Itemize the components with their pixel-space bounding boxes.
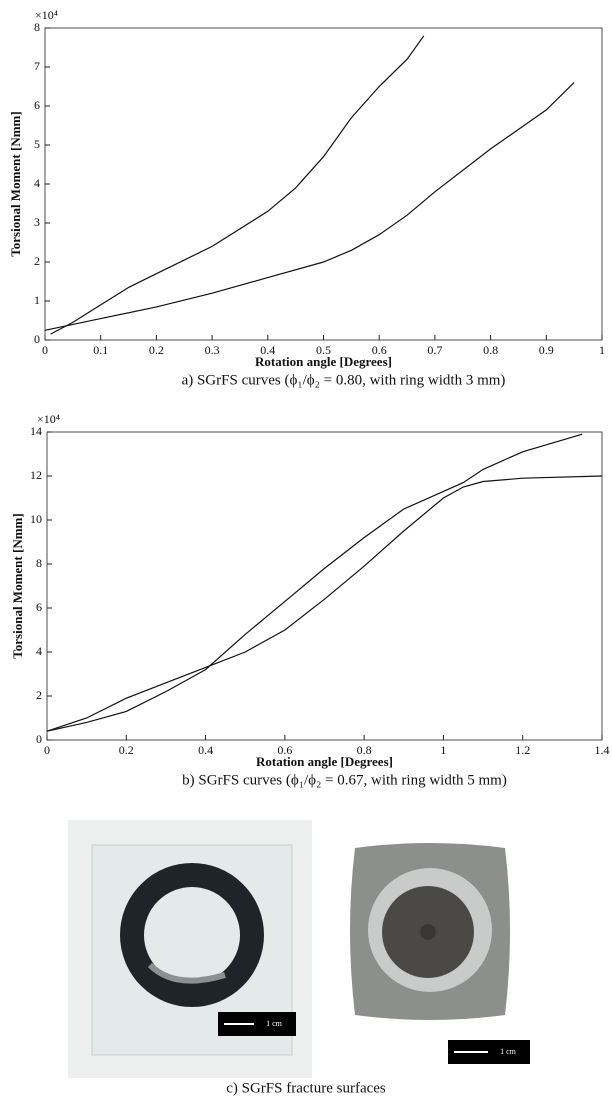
x-tick-label: 0.8: [357, 743, 372, 757]
y-tick-label: 3: [34, 215, 40, 229]
x-axis-label: Rotation angle [Degrees]: [255, 354, 392, 369]
scale-label: 1 cm: [266, 1019, 283, 1028]
y-tick-label: 6: [36, 600, 42, 614]
x-tick-label: 1: [599, 343, 605, 357]
plot-frame: [46, 431, 603, 741]
curve: [44, 82, 575, 331]
x-tick-label: 0: [44, 743, 50, 757]
curve: [46, 433, 583, 732]
y-tick-label: 4: [34, 176, 40, 190]
x-tick-label: 0.1: [93, 343, 108, 357]
y-tick-label: 8: [34, 20, 40, 34]
y-tick-label: 2: [36, 688, 42, 702]
curve: [46, 475, 603, 732]
y-tick-label: 0: [34, 332, 40, 346]
y-tick-label: 4: [36, 644, 42, 658]
y-tick-label: 8: [36, 556, 42, 570]
photo-right: 1 cm: [350, 843, 530, 1064]
y-scale-label: ×10⁴: [37, 412, 60, 426]
y-tick-label: 12: [30, 468, 42, 482]
photo-left: 1 cm: [68, 820, 312, 1078]
x-tick-label: 0.4: [198, 743, 213, 757]
y-tick-label: 10: [30, 512, 42, 526]
x-tick-label: 1.4: [595, 743, 610, 757]
x-tick-label: 0: [42, 343, 48, 357]
photo-caption: c) SGrFS fracture surfaces: [226, 1080, 386, 1096]
plot-frame: [44, 27, 603, 341]
x-tick-label: 1.2: [515, 743, 530, 757]
x-tick-label: 0.8: [483, 343, 498, 357]
x-axis-label: Rotation angle [Degrees]: [256, 754, 393, 769]
curve: [50, 35, 425, 335]
y-axis-label: Torsional Moment [Nmm]: [10, 513, 25, 658]
chart-caption: a) SGrFS curves (ϕ₁/ϕ₂ = 0.80, with ring…: [182, 372, 506, 388]
y-tick-label: 7: [34, 59, 40, 73]
y-tick-label: 5: [34, 137, 40, 151]
x-tick-label: 0.9: [539, 343, 554, 357]
x-tick-label: 0.6: [372, 343, 387, 357]
x-tick-label: 0.4: [260, 343, 275, 357]
y-tick-label: 14: [30, 424, 42, 438]
x-tick-label: 0.3: [205, 343, 220, 357]
y-tick-label: 0: [36, 732, 42, 746]
scale-label: 1 cm: [500, 1047, 517, 1056]
x-tick-label: 0.6: [277, 743, 292, 757]
x-tick-label: 0.2: [149, 343, 164, 357]
y-axis-label: Torsional Moment [Nmm]: [8, 111, 23, 256]
y-scale-label: ×10⁴: [35, 8, 58, 22]
y-tick-label: 2: [34, 254, 40, 268]
chart-caption: b) SGrFS curves (ϕ₁/ϕ₂ = 0.67, with ring…: [182, 772, 507, 788]
x-tick-label: 0.7: [427, 343, 442, 357]
x-tick-label: 0.5: [316, 343, 331, 357]
y-tick-label: 6: [34, 98, 40, 112]
y-tick-label: 1: [34, 293, 40, 307]
x-tick-label: 0.2: [119, 743, 134, 757]
x-tick-label: 1: [440, 743, 446, 757]
